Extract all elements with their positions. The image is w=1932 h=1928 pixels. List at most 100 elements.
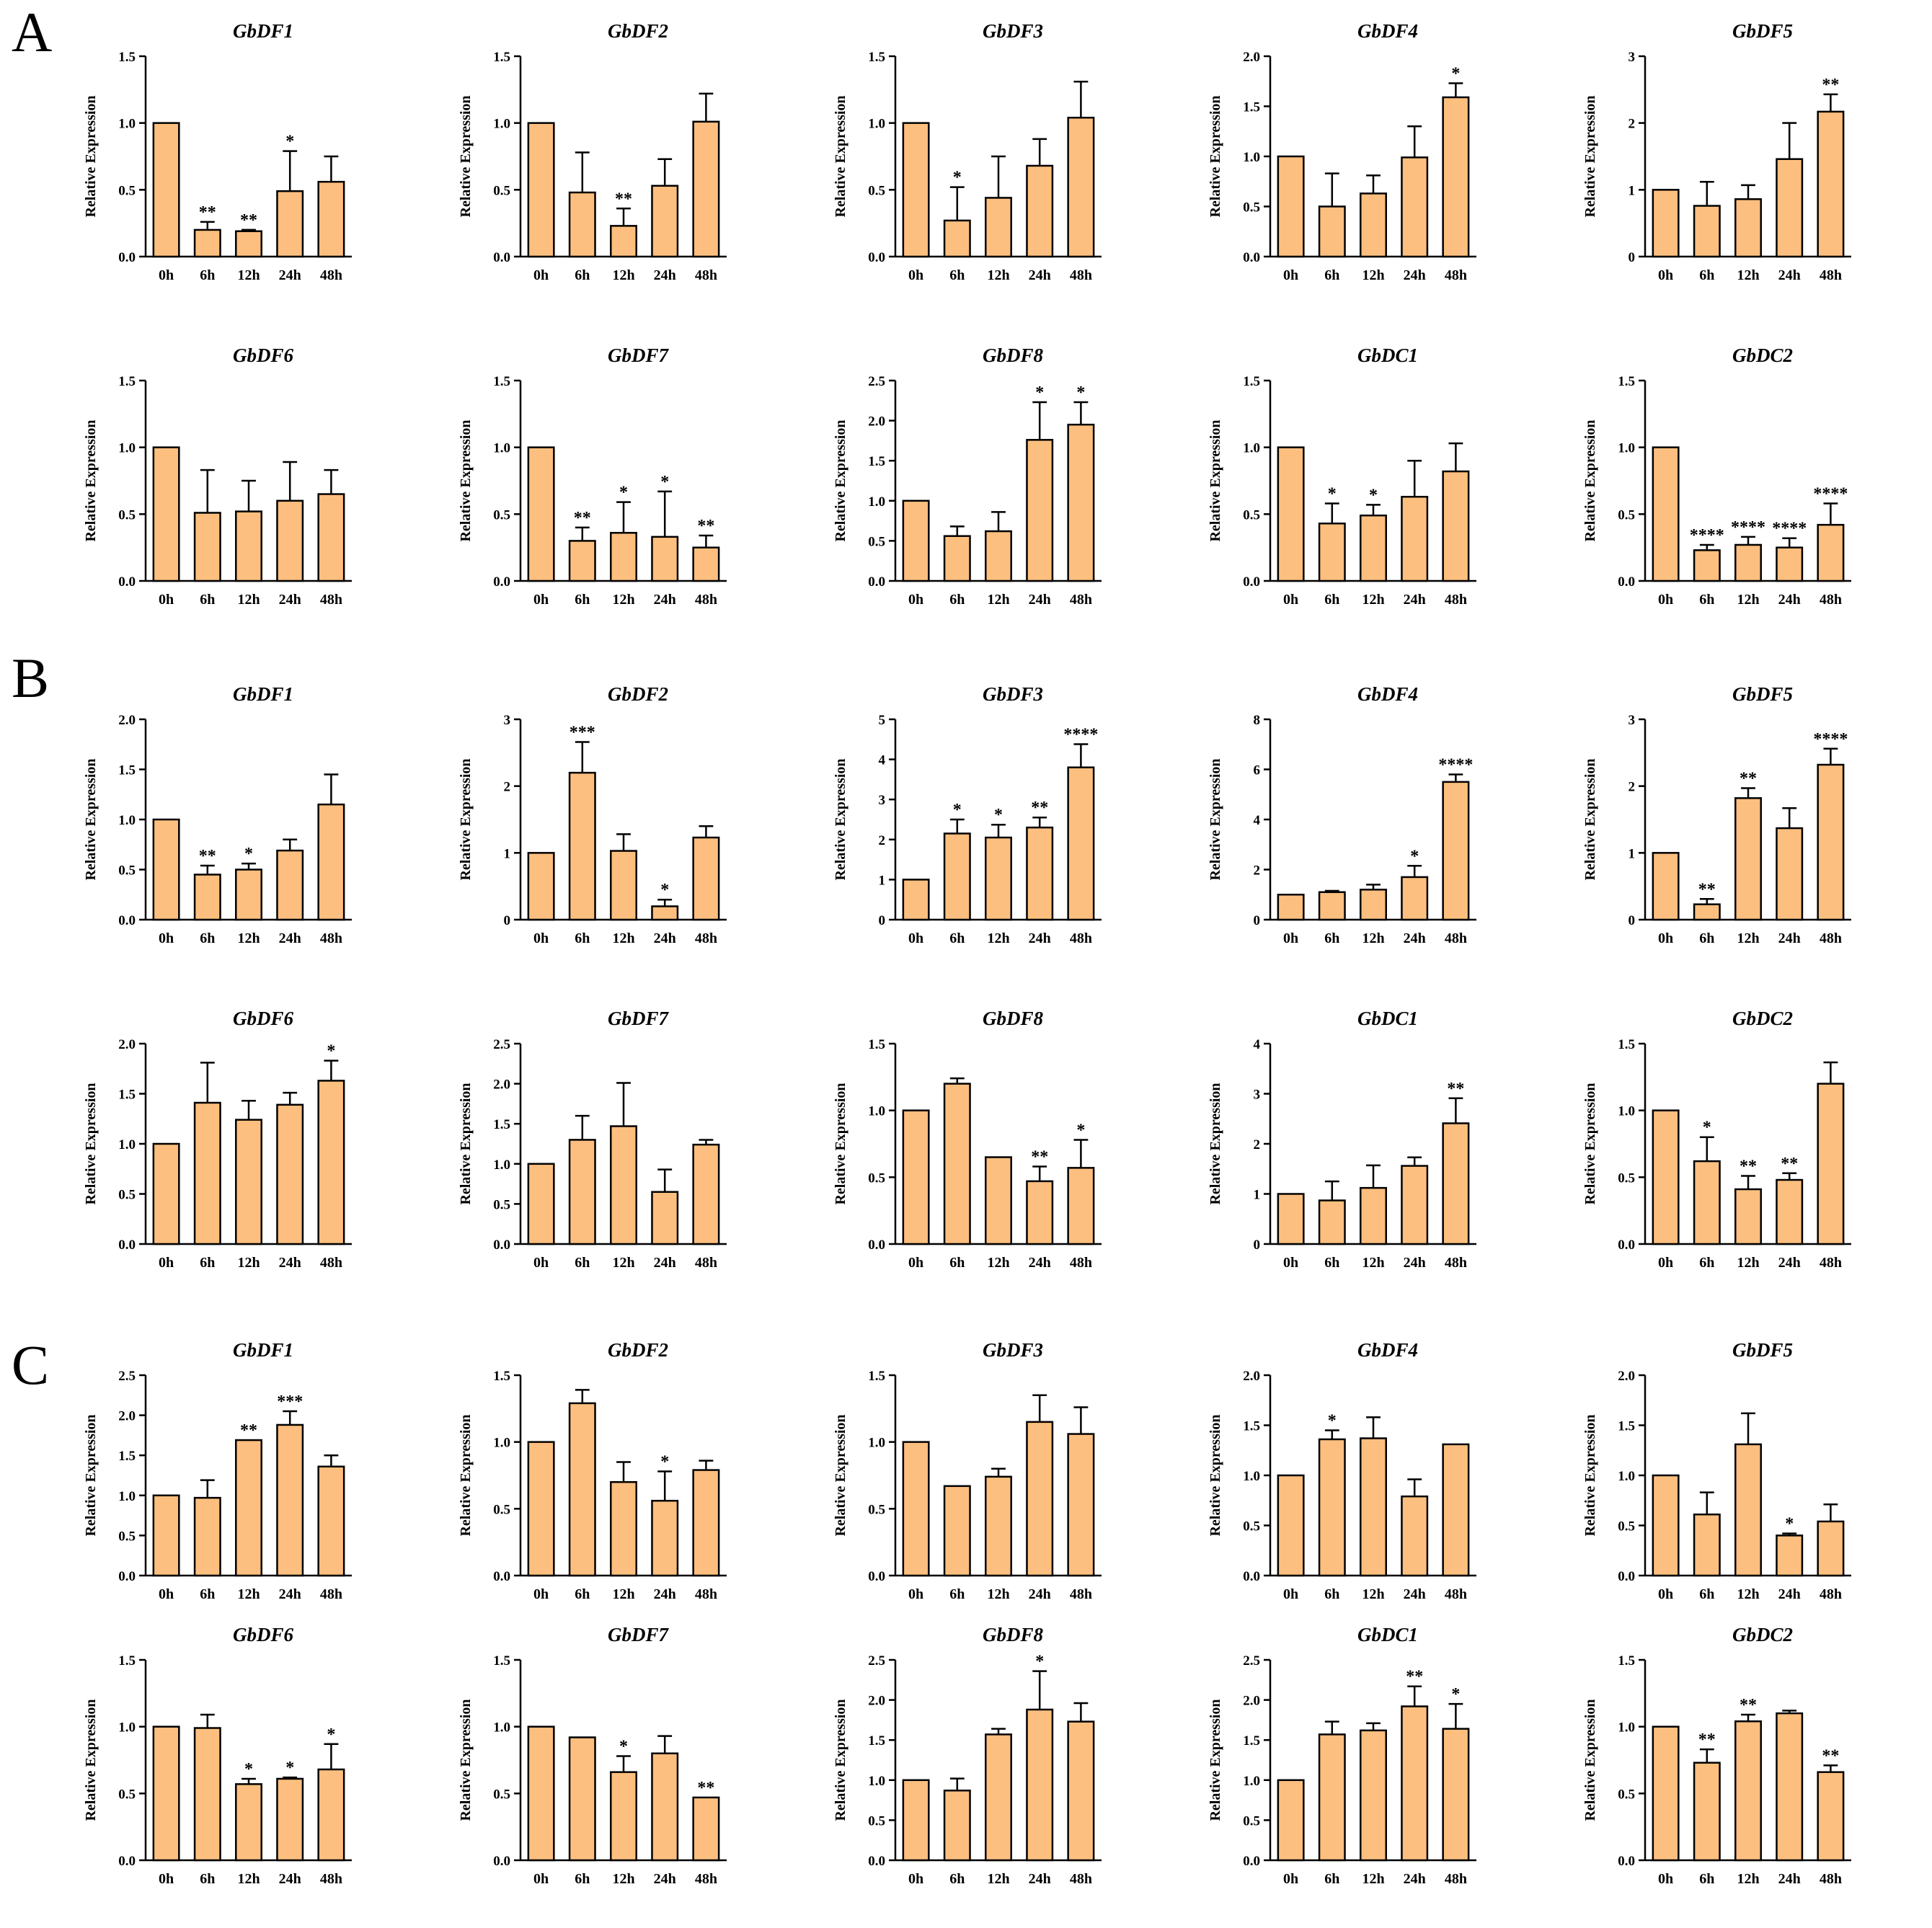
bar-0h bbox=[902, 1109, 930, 1245]
y-tick-label: 3 bbox=[1629, 50, 1636, 65]
chart-title: GbDF2 bbox=[608, 20, 668, 42]
bar-0h bbox=[902, 1779, 930, 1862]
chart-title: GbDF6 bbox=[233, 1008, 294, 1029]
x-tick-label: 6h bbox=[1699, 592, 1714, 608]
bar-48h bbox=[317, 1080, 345, 1245]
bar-0h bbox=[902, 122, 930, 258]
chart-a-gbdf5: GbDF5 Relative Expression 0 1 2 3 0h 6h 12h 24h **… bbox=[1582, 20, 1851, 283]
x-tick-label: 6h bbox=[200, 1586, 215, 1602]
bar-0h bbox=[1277, 1193, 1305, 1245]
chart-title: GbDC2 bbox=[1732, 345, 1793, 366]
y-tick-label: 0.5 bbox=[493, 1787, 510, 1802]
x-tick-label: 0h bbox=[1283, 930, 1298, 946]
y-tick-label: 0.0 bbox=[118, 1569, 136, 1584]
bar-12h bbox=[610, 532, 637, 582]
chart-b-gbdc2: GbDC2 Relative Expression 0.0 0.5 1.0 1.5 0h * 6… bbox=[1582, 1008, 1851, 1271]
x-tick-label: 48h bbox=[1820, 592, 1842, 608]
x-tick-label: 0h bbox=[159, 1586, 174, 1602]
chart-b-gbdc1: GbDC1 Relative Expression 0 1 2 3 4 0h 6h 12h 24h *… bbox=[1208, 1008, 1476, 1271]
bar-48h bbox=[1817, 1083, 1845, 1245]
x-tick-label: 0h bbox=[1658, 1255, 1673, 1271]
x-tick-label: 6h bbox=[1699, 930, 1714, 946]
y-tick-label: 1.5 bbox=[493, 1117, 510, 1132]
bar-6h bbox=[193, 512, 221, 582]
bar-6h bbox=[193, 1101, 221, 1245]
y-axis-label: Relative Expression bbox=[833, 1083, 848, 1204]
y-axis-label: Relative Expression bbox=[1208, 1699, 1223, 1821]
significance-label: ** bbox=[1447, 1080, 1464, 1098]
y-tick-label: 4 bbox=[879, 753, 886, 768]
x-tick-label: 6h bbox=[1324, 267, 1339, 283]
chart-b-gbdf8: GbDF8 Relative Expression 0.0 0.5 1.0 1.5 0h 6h… bbox=[833, 1008, 1102, 1271]
bar-24h bbox=[1401, 1495, 1429, 1577]
significance-label: ** bbox=[1822, 1746, 1839, 1765]
x-tick-label: 48h bbox=[1820, 1871, 1842, 1887]
x-tick-label: 24h bbox=[1029, 1586, 1051, 1602]
x-tick-label: 48h bbox=[695, 1871, 717, 1887]
bar-6h bbox=[568, 191, 596, 258]
x-tick-label: 0h bbox=[533, 1871, 549, 1887]
x-tick-label: 6h bbox=[1324, 1871, 1339, 1887]
x-tick-label: 0h bbox=[1658, 267, 1673, 283]
y-tick-label: 1.5 bbox=[1243, 374, 1260, 389]
bar-12h bbox=[610, 1481, 637, 1577]
chart-title: GbDF5 bbox=[1732, 1339, 1793, 1361]
y-tick-label: 1.5 bbox=[493, 374, 510, 389]
x-tick-label: 0h bbox=[159, 930, 174, 946]
y-tick-label: 1.0 bbox=[493, 1436, 510, 1451]
y-tick-label: 0.5 bbox=[493, 183, 510, 198]
y-tick-label: 1.5 bbox=[118, 763, 136, 778]
y-tick-label: 4 bbox=[1254, 813, 1261, 828]
chart-c-gbdf6: GbDF6 Relative Expression 0.0 0.5 1.0 1.5 0h 6h… bbox=[83, 1624, 352, 1887]
x-tick-label: 0h bbox=[159, 1871, 174, 1887]
bar-48h bbox=[1067, 117, 1095, 258]
bar-6h bbox=[1318, 523, 1346, 582]
x-tick-label: 48h bbox=[695, 1586, 717, 1602]
bar-6h bbox=[568, 540, 596, 582]
bar-48h bbox=[1817, 1771, 1845, 1862]
y-tick-label: 1 bbox=[504, 846, 511, 861]
y-tick-label: 1.0 bbox=[868, 1104, 885, 1119]
y-tick-label: 1.5 bbox=[1243, 100, 1260, 115]
chart-a-gbdc1: GbDC1 Relative Expression 0.0 0.5 1.0 1.5 0h * 6… bbox=[1208, 345, 1476, 608]
y-tick-label: 1.5 bbox=[1243, 1419, 1260, 1434]
x-tick-label: 6h bbox=[575, 1871, 590, 1887]
bar-24h bbox=[651, 1499, 679, 1577]
y-tick-label: 1.0 bbox=[493, 117, 510, 132]
y-axis-label: Relative Expression bbox=[1208, 1083, 1223, 1204]
bar-0h bbox=[1277, 446, 1305, 582]
x-tick-label: 24h bbox=[654, 267, 676, 283]
y-tick-label: 0.0 bbox=[1618, 1854, 1635, 1869]
x-tick-label: 0h bbox=[908, 930, 923, 946]
x-tick-label: 12h bbox=[1362, 1871, 1384, 1887]
x-tick-label: 0h bbox=[159, 592, 174, 608]
significance-label: *** bbox=[277, 1392, 303, 1411]
y-tick-label: 1.5 bbox=[118, 1449, 136, 1464]
x-tick-label: 48h bbox=[1070, 267, 1092, 283]
y-axis-label: Relative Expression bbox=[1208, 95, 1223, 217]
x-tick-label: 0h bbox=[1658, 1586, 1673, 1602]
y-tick-label: 0.0 bbox=[118, 1854, 136, 1869]
significance-label: * bbox=[619, 484, 628, 502]
bar-12h bbox=[985, 530, 1012, 582]
y-tick-label: 1.0 bbox=[868, 117, 885, 132]
x-tick-label: 6h bbox=[200, 267, 215, 283]
y-tick-label: 1.0 bbox=[118, 1137, 136, 1152]
y-tick-label: 0.0 bbox=[1618, 1569, 1635, 1584]
y-tick-label: 1.5 bbox=[118, 1088, 136, 1103]
bar-24h bbox=[1401, 876, 1429, 921]
y-tick-label: 0.5 bbox=[1243, 1519, 1260, 1534]
bar-48h bbox=[692, 1469, 720, 1577]
bar-12h bbox=[235, 1439, 262, 1577]
significance-label: ** bbox=[240, 1421, 257, 1440]
bar-48h bbox=[692, 1143, 720, 1245]
significance-label: ** bbox=[240, 211, 257, 230]
significance-label: ** bbox=[1406, 1668, 1423, 1687]
y-tick-label: 1.0 bbox=[118, 441, 136, 456]
significance-label: ** bbox=[574, 509, 591, 528]
bar-0h bbox=[527, 1725, 555, 1862]
x-tick-label: 48h bbox=[320, 1871, 342, 1887]
bar-48h bbox=[692, 836, 720, 921]
y-tick-label: 1.5 bbox=[1618, 374, 1635, 389]
